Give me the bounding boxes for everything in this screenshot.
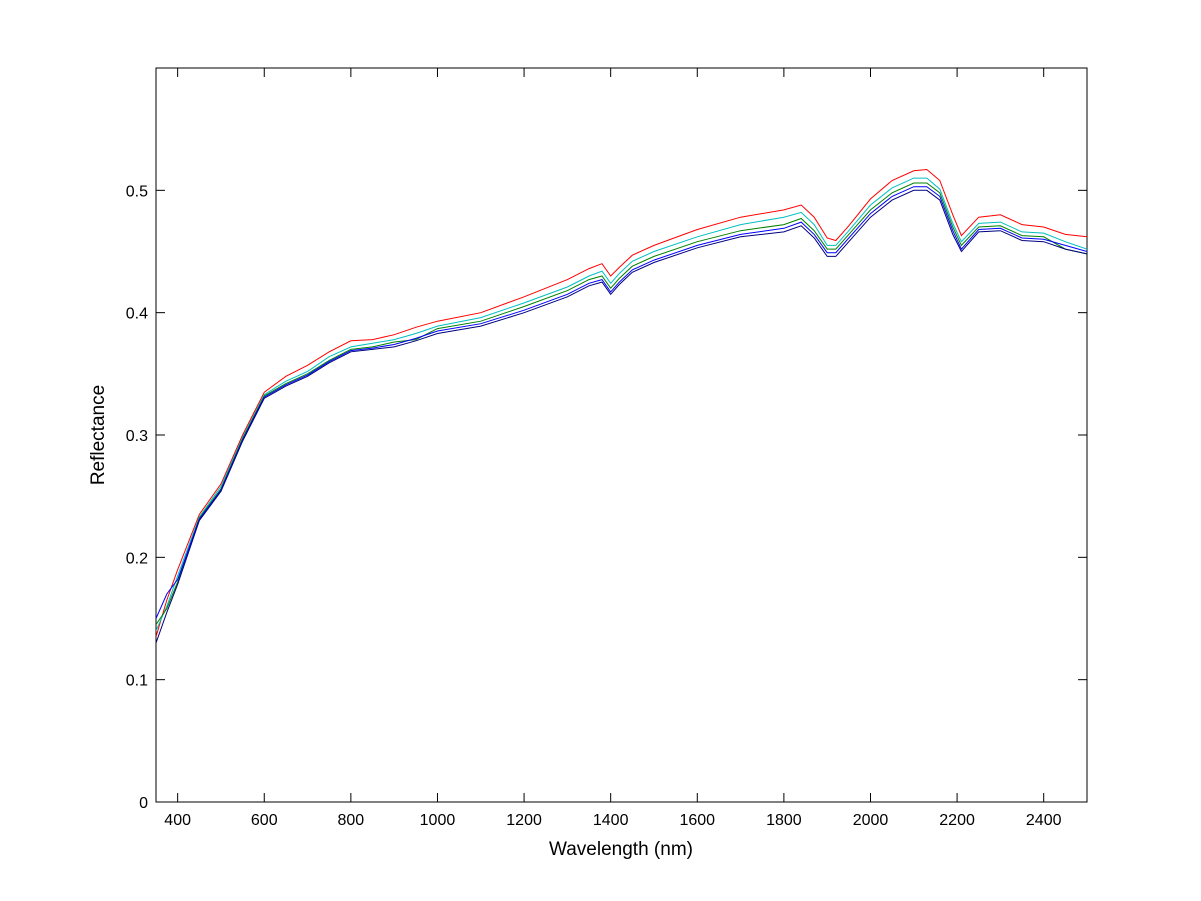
series-line-1: [156, 168, 1087, 637]
series-line-5: [156, 189, 1087, 644]
x-tick-label: 2000: [853, 812, 889, 829]
x-tick-label: 1400: [593, 812, 629, 829]
x-tick-label: 1600: [679, 812, 715, 829]
y-tick-label: 0.3: [126, 428, 148, 445]
y-tick-label: 0.4: [126, 306, 148, 323]
x-tick-label: 2400: [1026, 812, 1062, 829]
x-tick-label: 2200: [939, 812, 975, 829]
x-tick-label: 1800: [766, 812, 802, 829]
x-tick-label: 1000: [420, 812, 456, 829]
x-tick-label: 400: [164, 812, 191, 829]
labels-layer: 400 600 800 1000 1200 1400 1600 1800 2000 2200 240…: [126, 183, 1062, 829]
series-line-2: [156, 177, 1087, 631]
plot-area: [155, 67, 1088, 803]
ticks-layer: [156, 68, 1087, 803]
x-tick-label: 1200: [506, 812, 542, 829]
y-tick-label: 0: [139, 795, 148, 812]
y-tick-label: 0.5: [126, 183, 148, 200]
series-line-3: [156, 182, 1087, 625]
series-layer: [156, 168, 1087, 644]
y-axis-title: Reflectance: [88, 385, 109, 485]
x-tick-label: 800: [338, 812, 365, 829]
x-tick-label: 600: [251, 812, 278, 829]
x-axis-title: Wavelength (nm): [549, 839, 693, 860]
series-line-4: [156, 186, 1087, 619]
y-tick-label: 0.1: [126, 673, 148, 690]
y-tick-label: 0.2: [126, 550, 148, 567]
